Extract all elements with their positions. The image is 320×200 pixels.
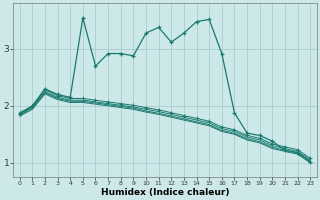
X-axis label: Humidex (Indice chaleur): Humidex (Indice chaleur) bbox=[101, 188, 229, 197]
